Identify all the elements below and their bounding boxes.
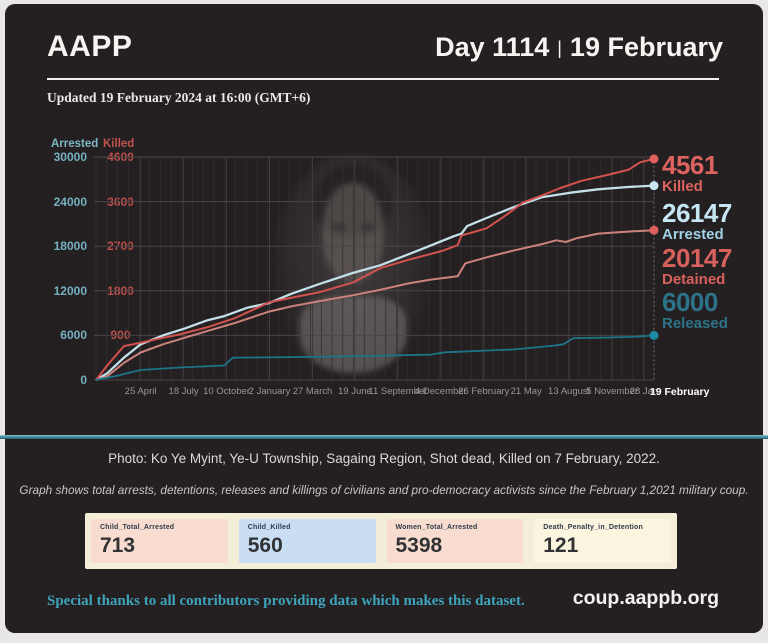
summary-label: Killed — [662, 178, 703, 195]
x-tick: 10 October — [203, 386, 251, 397]
graph-note: Graph shows total arrests, detentions, r… — [19, 483, 749, 497]
x-tick: 25 April — [124, 386, 157, 397]
photo-eye-right — [359, 224, 375, 230]
summary-released: 6000 Released — [662, 289, 728, 331]
stat-card-strip: Child_Total_Arrested 713 Child_Killed 560 Wo… — [85, 513, 677, 569]
photo-caption: Photo: Ko Ye Myint, Ye-U Township, Sagai… — [108, 451, 660, 466]
summary-label: Arrested — [662, 226, 724, 243]
updated-timestamp: Updated 19 February 2024 at 16:00 (GMT+6… — [47, 90, 311, 105]
right-axis-title: Killed — [103, 138, 135, 150]
aapp-logo: AAPP — [47, 30, 133, 63]
summary-value: 26147 — [662, 198, 732, 228]
series-endpoint-killed — [649, 154, 659, 164]
y-tick-arrested: 24000 — [53, 194, 87, 209]
stat-card-value: 713 — [100, 534, 136, 557]
x-tick: 28 Jan — [629, 386, 659, 397]
summary-arrested: 26147 Arrested — [662, 200, 732, 242]
stat-card: Child_Total_Arrested 713 — [91, 519, 228, 563]
stat-card: Child_Killed 560 — [238, 519, 376, 563]
x-tick: 5 November — [586, 386, 639, 397]
y-tick-arrested: 12000 — [53, 283, 87, 298]
stat-card: Women_Total_Arrested 5398 — [386, 519, 524, 563]
title-separator: | — [557, 38, 562, 58]
summary-killed: 4561 Killed — [662, 152, 718, 194]
x-tick: 26 February — [458, 386, 510, 397]
x-tick: 13 August — [548, 386, 591, 397]
x-tick: 19 June — [338, 386, 372, 397]
header: AAPP Day 1114 | 19 February — [47, 30, 723, 64]
photo-eye-left — [331, 224, 347, 230]
x-tick: 19 February — [649, 386, 710, 398]
stat-card-value: 121 — [543, 534, 579, 557]
summary-detained: 20147 Detained — [662, 245, 732, 287]
infographic-card: AAPP Day 1114 | 19 February Updated 19 Feb… — [5, 4, 763, 633]
y-tick-arrested: 18000 — [53, 239, 87, 254]
series-endpoint-released — [649, 330, 659, 340]
stat-card-label: Child_Killed — [247, 524, 291, 531]
x-tick: 2 January — [248, 386, 291, 397]
title-date: 19 February — [569, 32, 723, 62]
stat-card-label: Child_Total_Arrested — [100, 524, 175, 531]
stat-card: Death_Penalty_in_Detention 121 — [534, 519, 671, 563]
x-tick: 27 March — [292, 386, 333, 397]
series-line-arrested — [95, 184, 655, 381]
line-chart — [94, 154, 659, 381]
stat-card-value: 560 — [247, 534, 283, 557]
footer-site-url: coup.aappb.org — [572, 587, 719, 609]
x-tick: 21 May — [510, 386, 542, 397]
series-line-detained — [95, 229, 655, 381]
series-line-released — [95, 334, 655, 381]
summary-label: Detained — [662, 271, 726, 288]
summary-label: Released — [662, 315, 728, 332]
series-line-killed — [95, 157, 655, 381]
y-tick-arrested: 0 — [80, 373, 87, 387]
x-tick: 18 July — [168, 386, 199, 397]
day-count: Day 1114 — [435, 32, 550, 62]
header-divider — [47, 78, 719, 80]
x-tick: 4 December — [414, 386, 467, 397]
stat-card-label: Death_Penalty_in_Detention — [543, 524, 643, 531]
series-endpoint-arrested — [649, 181, 659, 191]
day-title: Day 1114 | 19 February — [435, 32, 723, 63]
photo-shirt — [298, 296, 408, 374]
left-axis-title: Arrested — [51, 138, 99, 150]
summary-value: 20147 — [662, 243, 732, 273]
stat-card-value: 5398 — [395, 534, 443, 557]
x-tick: 11 September — [368, 386, 428, 397]
y-tick-arrested: 6000 — [60, 328, 87, 343]
summary-value: 4561 — [662, 150, 718, 180]
summary-value: 6000 — [662, 287, 718, 317]
series-endpoint-detained — [649, 225, 659, 235]
footer-thanks: Special thanks to all contributors provi… — [47, 593, 525, 609]
teal-divider — [0, 435, 768, 439]
y-tick-arrested: 30000 — [53, 150, 87, 164]
stat-card-label: Women_Total_Arrested — [395, 524, 478, 531]
photo-vignette — [271, 154, 435, 380]
